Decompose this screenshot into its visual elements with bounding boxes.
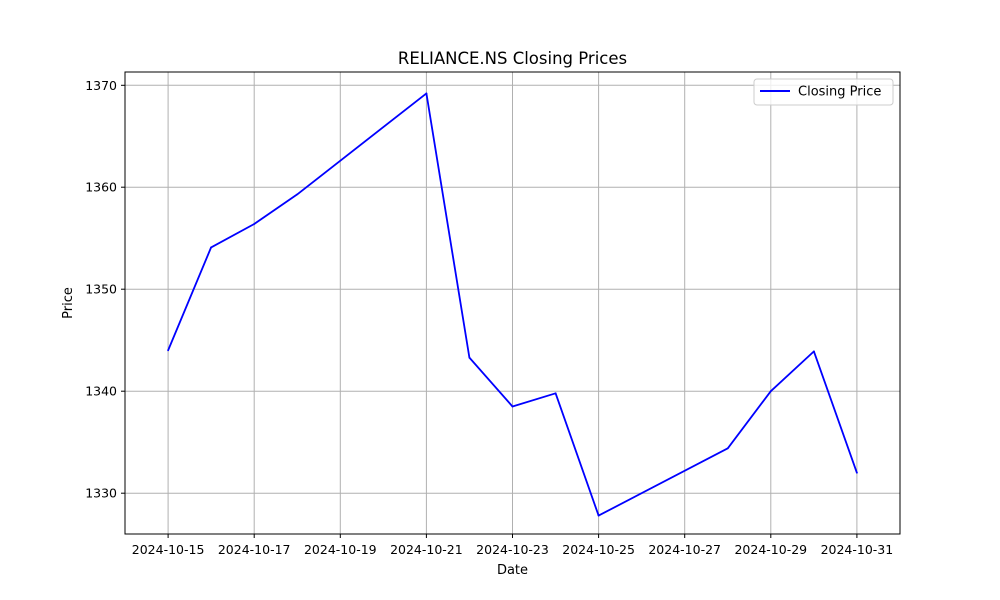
x-tick-label: 2024-10-15 — [132, 542, 205, 557]
y-tick-label: 1340 — [85, 384, 117, 399]
data-point — [554, 392, 557, 395]
x-tick-label: 2024-10-21 — [390, 542, 463, 557]
data-point — [769, 390, 772, 393]
data-point — [296, 193, 299, 196]
legend: Closing Price — [753, 78, 894, 106]
data-point — [468, 356, 471, 359]
y-tick-label: 1370 — [85, 78, 117, 93]
x-tick-label: 2024-10-19 — [304, 542, 377, 557]
x-axis-label: Date — [497, 563, 528, 578]
data-point — [425, 92, 428, 95]
x-tick-label: 2024-10-27 — [648, 542, 721, 557]
y-tick-label: 1350 — [85, 282, 117, 297]
series-layer — [167, 92, 858, 517]
axis-ticks: 2024-10-15 2024-10-17 2024-10-19 2024-10-21… — [85, 78, 893, 557]
data-point — [253, 223, 256, 225]
y-tick-label: 1330 — [85, 486, 117, 501]
data-point — [167, 349, 170, 352]
data-point — [597, 514, 600, 517]
data-point — [511, 405, 514, 408]
y-tick-label: 1360 — [85, 180, 117, 195]
data-point — [813, 350, 815, 353]
legend-label: Closing Price — [798, 85, 881, 100]
legend-box — [753, 78, 894, 106]
x-tick-label: 2024-10-23 — [476, 542, 549, 557]
chart-title: RELIANCE.NS Closing Prices — [398, 49, 627, 68]
x-tick-label: 2024-10-17 — [218, 542, 291, 557]
data-point — [210, 246, 213, 249]
x-tick-label: 2024-10-31 — [821, 542, 894, 557]
data-point — [856, 471, 858, 474]
x-tick-label: 2024-10-25 — [562, 542, 635, 557]
y-axis-label: Price — [61, 287, 76, 319]
x-tick-label: 2024-10-29 — [734, 542, 807, 557]
data-point — [726, 447, 729, 450]
